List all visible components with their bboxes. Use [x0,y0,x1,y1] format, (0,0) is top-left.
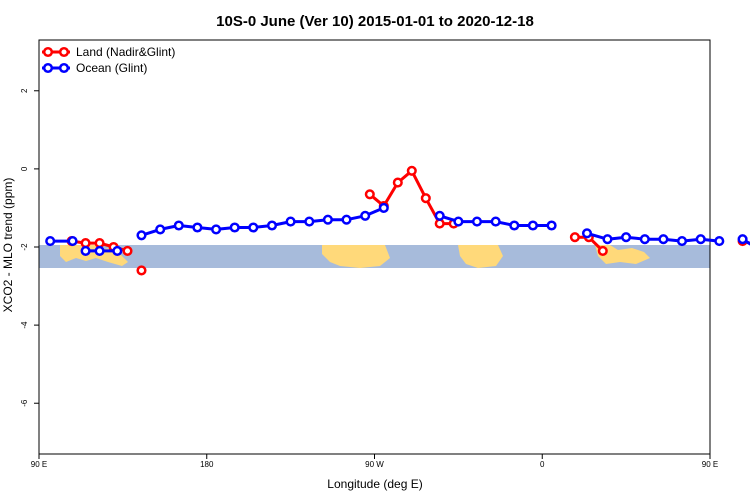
data-point-land [364,189,375,200]
data-point-ocean [695,234,706,245]
series-ocean [45,202,750,256]
data-point-ocean [602,234,613,245]
data-point-land [94,238,105,249]
legend-marker-ocean [42,62,54,74]
legend-label-land: Land (Nadir&Glint) [76,45,175,59]
data-point-ocean [453,216,464,227]
data-point-ocean [229,222,240,233]
data-point-land [406,165,417,176]
data-point-ocean [341,214,352,225]
map-land-south-america [322,245,390,268]
x-tick-label: 180 [200,460,214,469]
data-point-ocean [304,216,315,227]
y-tick-label: 2 [20,88,29,93]
data-point-ocean [509,220,520,231]
data-point-ocean [490,216,501,227]
data-point-ocean [192,222,203,233]
data-point-ocean [266,220,278,231]
data-point-land [80,238,91,249]
data-point-ocean [737,234,748,245]
data-point-ocean [45,236,56,247]
y-tick-label: 0 [20,166,29,171]
data-point-ocean [136,230,147,241]
data-point-land [420,193,431,204]
y-axis-title: XCO2 - MLO trend (ppm) [1,178,15,313]
data-point-ocean [434,210,445,221]
x-tick-label: 90 W [365,460,384,469]
axes: 90 E 180 90 W 0 90 E 2 0 -2 -4 -6 [20,88,718,469]
data-point-ocean [211,224,222,235]
x-tick-label: 90 E [702,460,718,469]
data-point-ocean [155,224,166,235]
data-point-land [569,232,580,243]
data-point-land [122,245,133,256]
y-tick-label: -4 [20,321,29,329]
data-point-ocean [173,220,184,231]
data-point-ocean [471,216,483,227]
data-point-ocean [67,236,78,247]
data-point-ocean [676,236,688,247]
x-tick-label: 0 [540,460,545,469]
data-point-ocean [360,210,371,221]
legend-marker-land [42,46,54,58]
data-point-ocean [581,228,593,239]
map-land-indonesia [595,245,650,264]
data-point-ocean [658,234,669,245]
legend: Land (Nadir&Glint) Ocean (Glint) [42,45,175,75]
series-layer [45,165,750,276]
data-point-land [392,177,403,188]
data-point-ocean [546,220,557,231]
x-axis-title: Longitude (deg E) [327,477,422,491]
data-point-ocean [639,234,650,245]
data-point-ocean [112,245,123,256]
y-tick-label: -6 [20,399,29,407]
data-point-land [434,218,445,229]
data-point-ocean [80,245,91,256]
chart-title: 10S-0 June (Ver 10) 2015-01-01 to 2020-1… [216,13,534,30]
data-point-ocean [285,216,296,227]
data-point-ocean [248,222,259,233]
data-point-land [136,265,147,276]
legend-marker-ocean [58,62,70,74]
data-point-ocean [714,236,725,247]
data-point-ocean [621,232,632,243]
map-strip [39,245,710,268]
data-point-ocean [322,214,333,225]
legend-marker-land [58,46,70,58]
map-land-africa [458,245,503,268]
data-point-land [597,245,608,256]
legend-label-ocean: Ocean (Glint) [76,61,147,75]
data-point-ocean [94,245,105,256]
y-tick-label: -2 [20,243,29,251]
data-point-ocean [527,220,538,231]
x-tick-label: 90 E [31,460,47,469]
data-point-ocean [378,202,389,213]
